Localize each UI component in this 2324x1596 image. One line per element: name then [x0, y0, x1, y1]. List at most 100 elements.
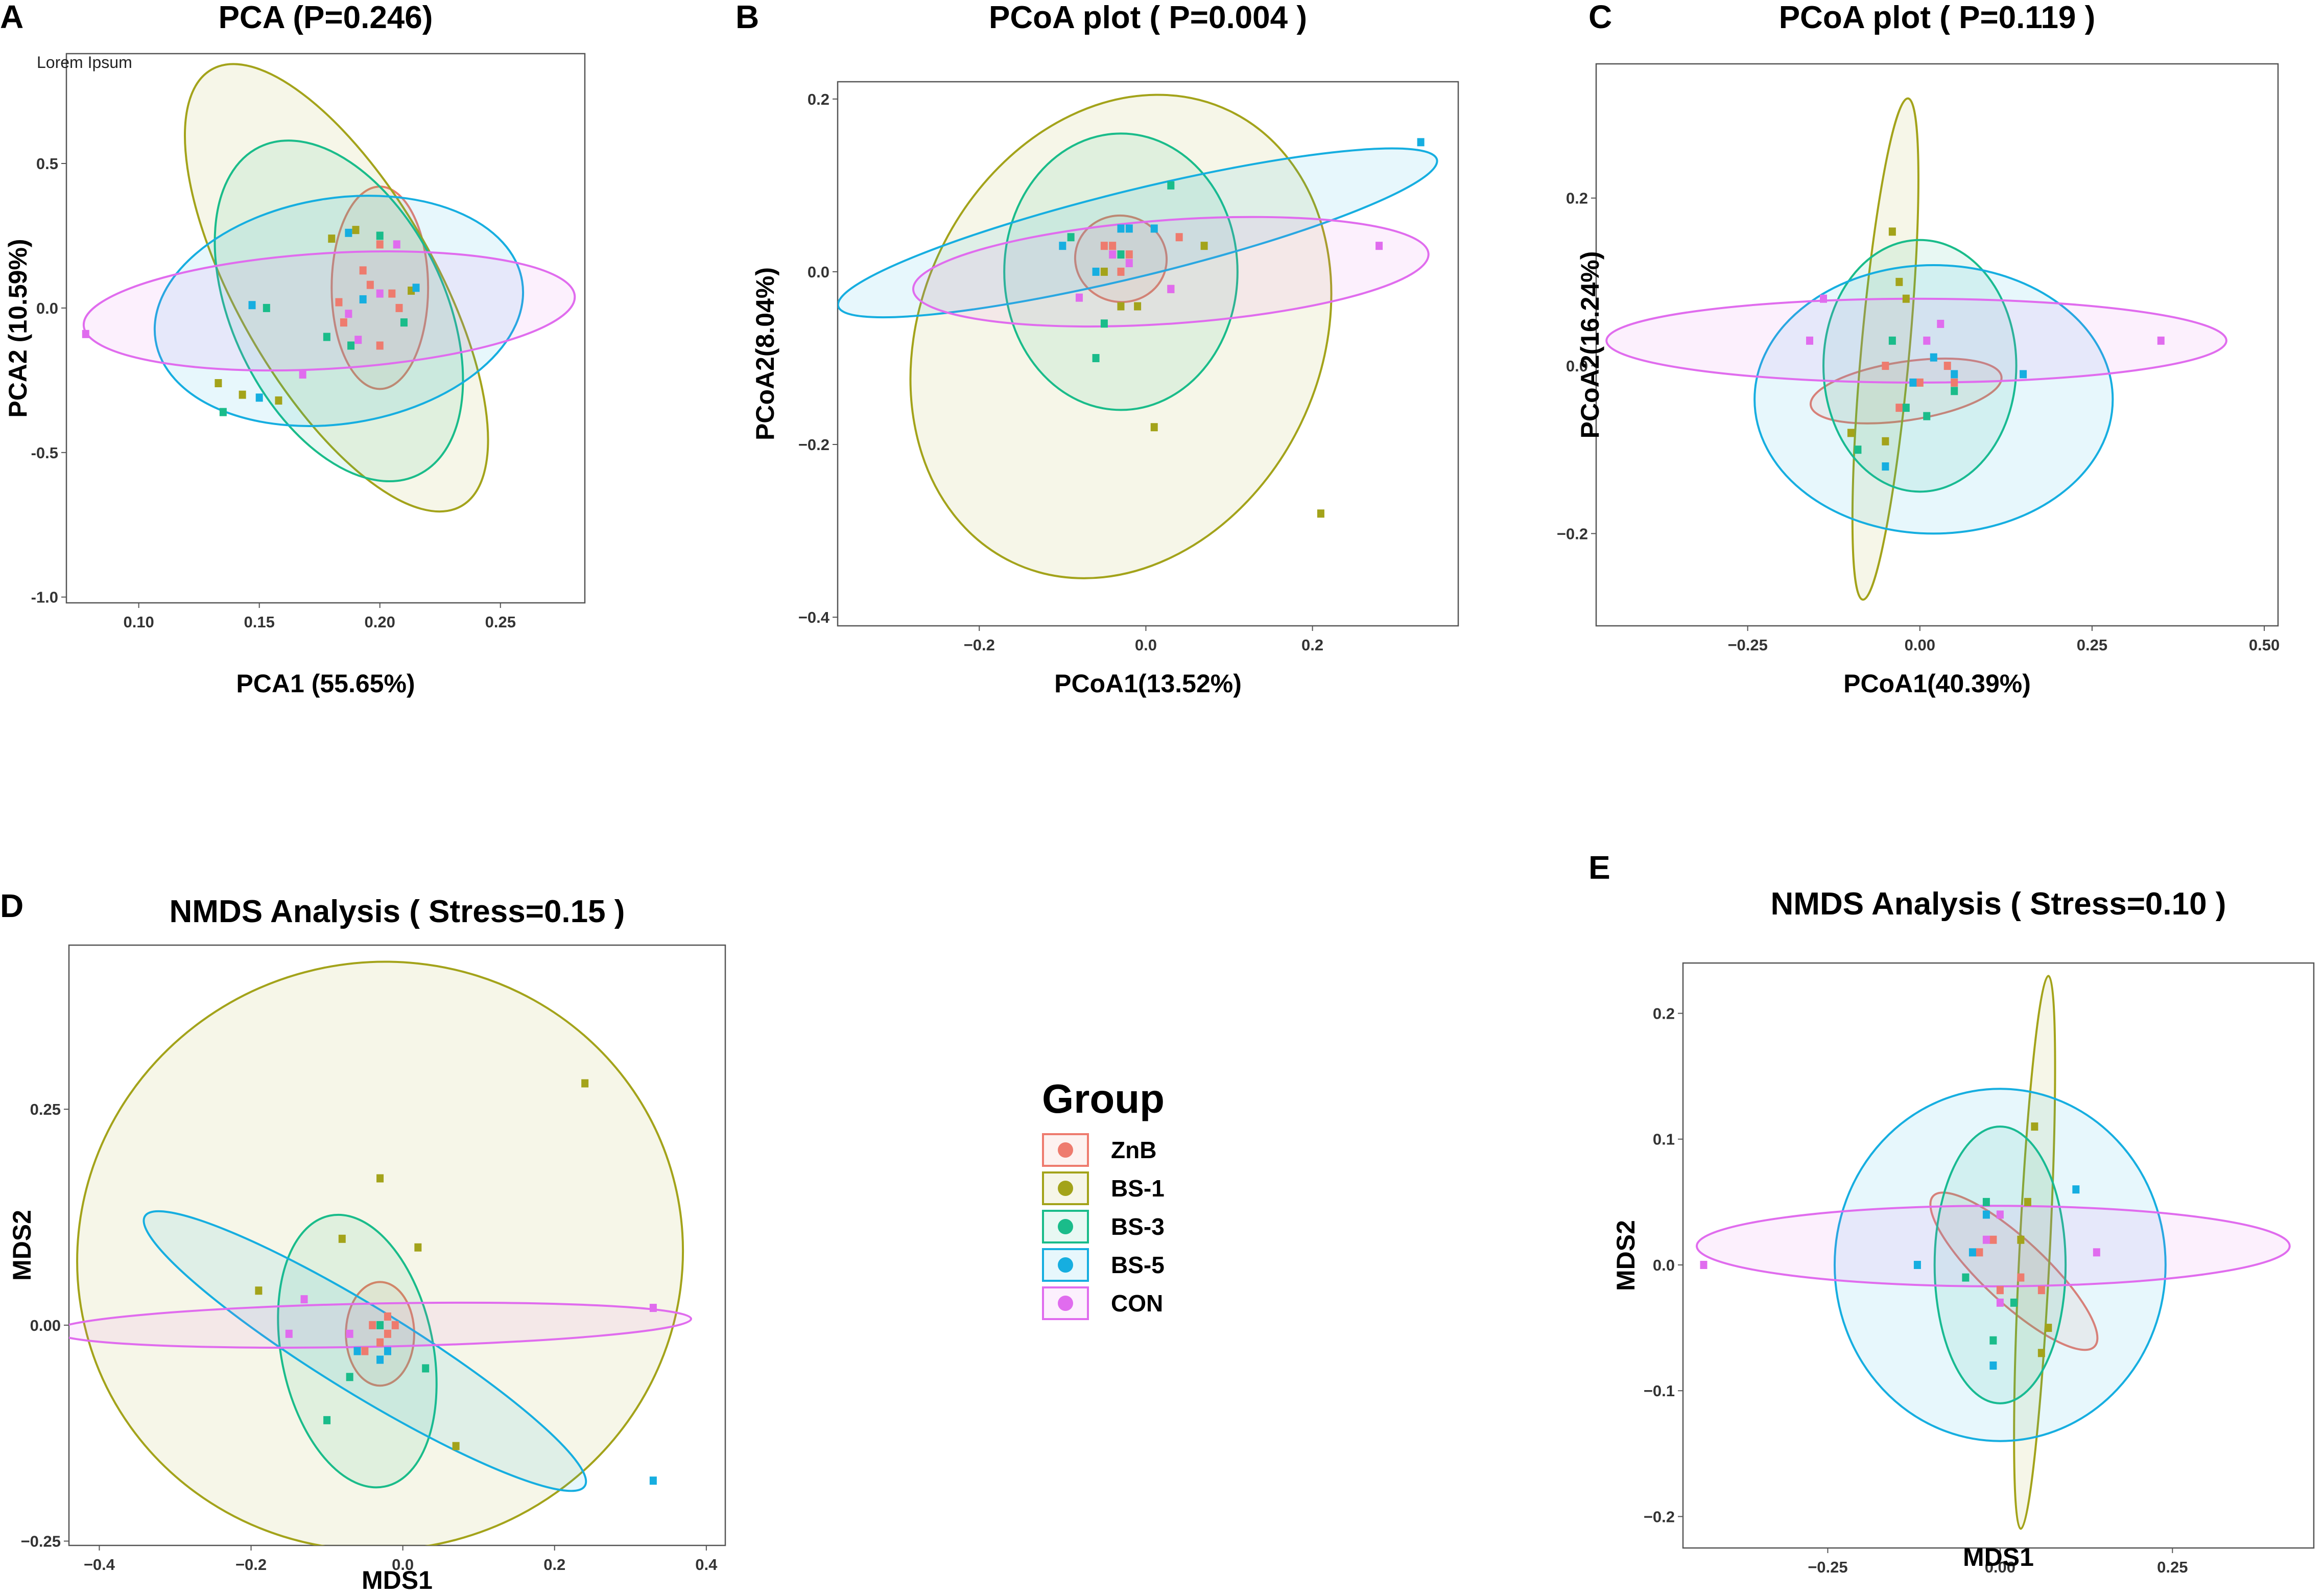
point-bs-1 [1895, 277, 1903, 286]
point-bs-3 [1092, 354, 1100, 362]
y-axis-label: MDS2 [8, 1210, 36, 1281]
point-bs-5 [345, 228, 352, 237]
point-bs-1 [2017, 1235, 2025, 1244]
point-bs-1 [1134, 302, 1142, 311]
point-bs-3 [323, 333, 330, 341]
point-bs-5 [1913, 1260, 1921, 1269]
point-znb [388, 289, 396, 298]
x-axis-label: PCoA1(40.39%) [1843, 669, 2031, 698]
point-znb [1916, 378, 1924, 387]
point-bs-1 [338, 1234, 346, 1243]
x-tick-label: −0.25 [1808, 1558, 1847, 1576]
point-znb [376, 240, 384, 249]
plot-frame [1595, 63, 2279, 627]
panel-c: C PCoA plot ( P=0.119 ) −0.25 0.00 0.25 0.50 −… [1557, 0, 2280, 698]
point-bs-3 [422, 1364, 430, 1373]
panel-letter: D [0, 887, 23, 924]
x-tick-label: 0.20 [365, 613, 395, 631]
y-tick-label: 0.0 [36, 299, 58, 317]
point-bs-5 [2072, 1185, 2080, 1194]
ellipse-con [1605, 297, 2227, 384]
point-bs-3 [263, 303, 270, 312]
chart-title: PCA (P=0.246) [219, 0, 433, 35]
x-tick-label: 0.2 [543, 1556, 565, 1574]
panel-a: A PCA (P=0.246) 0.10 0.15 0.20 0.25 -1.0 -0.5 0.… [0, 0, 586, 698]
plot-frame [65, 53, 586, 604]
point-con [82, 330, 89, 338]
y-tick-label: −0.4 [798, 608, 830, 626]
point-bs-5 [376, 1355, 384, 1364]
x-tick-label: 0.25 [2157, 1558, 2188, 1576]
point-bs-3 [2010, 1298, 2018, 1307]
point-znb [391, 1321, 399, 1329]
plot-area [1695, 975, 2291, 1530]
point-bs-1 [2031, 1122, 2038, 1131]
x-tick-label: 0.2 [1301, 636, 1323, 654]
point-znb [376, 341, 384, 350]
point-bs-5 [649, 1476, 657, 1485]
point-bs-1 [1317, 509, 1324, 518]
ellipse-bs-3 [1933, 1125, 2067, 1404]
point-bs-1 [352, 226, 360, 234]
panel-d: D NMDS Analysis ( Stress=0.15 ) −0.4 −0.2 0.… [0, 887, 726, 1594]
y-axis-label: MDS2 [1611, 1220, 1640, 1291]
plot-area [1605, 97, 2227, 601]
x-tick-label: 0.15 [244, 613, 275, 631]
y-tick-label: 0.2 [1566, 190, 1588, 207]
x-tick-label: 0.25 [485, 613, 516, 631]
point-bs-3 [1902, 404, 1910, 412]
legend-label: BS-3 [1111, 1213, 1165, 1240]
point-bs-3 [1962, 1273, 1970, 1282]
y-tick-label: 0.0 [808, 263, 829, 281]
chart-title: NMDS Analysis ( Stress=0.15 ) [170, 894, 625, 929]
legend-dot [1058, 1296, 1073, 1311]
point-con [1376, 242, 1383, 250]
legend-dot [1058, 1219, 1073, 1234]
point-bs-3 [219, 408, 227, 416]
point-con [299, 370, 306, 379]
x-tick-label: 0.4 [695, 1556, 718, 1574]
point-con [285, 1329, 293, 1338]
point-bs-5 [2020, 370, 2027, 379]
ellipse-znb [1929, 1191, 2099, 1351]
legend-item-bs-3: BS-3 [1042, 1210, 1165, 1243]
ellipse-bs-5 [838, 147, 1438, 319]
point-znb [1125, 250, 1133, 259]
point-bs-5 [384, 1347, 391, 1355]
y-tick-label: 0.5 [36, 155, 58, 173]
y-tick-label: 0.2 [1653, 1004, 1675, 1022]
plot-frame [68, 944, 726, 1546]
ellipse-znb [345, 1281, 415, 1387]
ellipse-con [82, 250, 576, 372]
ellipse-znb [1074, 214, 1168, 303]
y-tick-label: −0.2 [1644, 1508, 1675, 1525]
point-bs-1 [376, 1174, 384, 1183]
plot-area [69, 960, 693, 1545]
point-bs-5 [359, 295, 367, 303]
y-tick-label: -1.0 [31, 589, 58, 606]
x-tick-label: 0.50 [2249, 636, 2280, 654]
y-tick-label: 0.25 [30, 1100, 61, 1118]
point-con [1937, 319, 1944, 328]
legend-label: BS-5 [1111, 1252, 1165, 1278]
x-tick-label: −0.2 [235, 1556, 267, 1574]
point-bs-3 [1854, 445, 1862, 454]
point-con [1075, 293, 1083, 302]
y-tick-label: -0.5 [31, 444, 58, 462]
ellipse-bs-5 [1753, 264, 2114, 535]
plot-note: Lorem Ipsum [37, 53, 132, 72]
point-bs-3 [1100, 319, 1108, 328]
x-tick-label: 0.25 [2077, 636, 2107, 654]
point-bs-5 [1969, 1248, 1976, 1257]
point-con [1806, 336, 1814, 345]
point-bs-3 [323, 1416, 331, 1424]
y-tick-label: 0.2 [808, 90, 829, 108]
point-bs-1 [1100, 267, 1108, 276]
point-znb [1117, 267, 1125, 276]
legend-label: BS-1 [1111, 1175, 1165, 1202]
y-axis-label: PCA2 (10.59%) [4, 239, 32, 417]
point-bs-1 [1882, 437, 1889, 445]
panel-letter: E [1588, 849, 1610, 886]
point-bs-5 [353, 1347, 361, 1355]
